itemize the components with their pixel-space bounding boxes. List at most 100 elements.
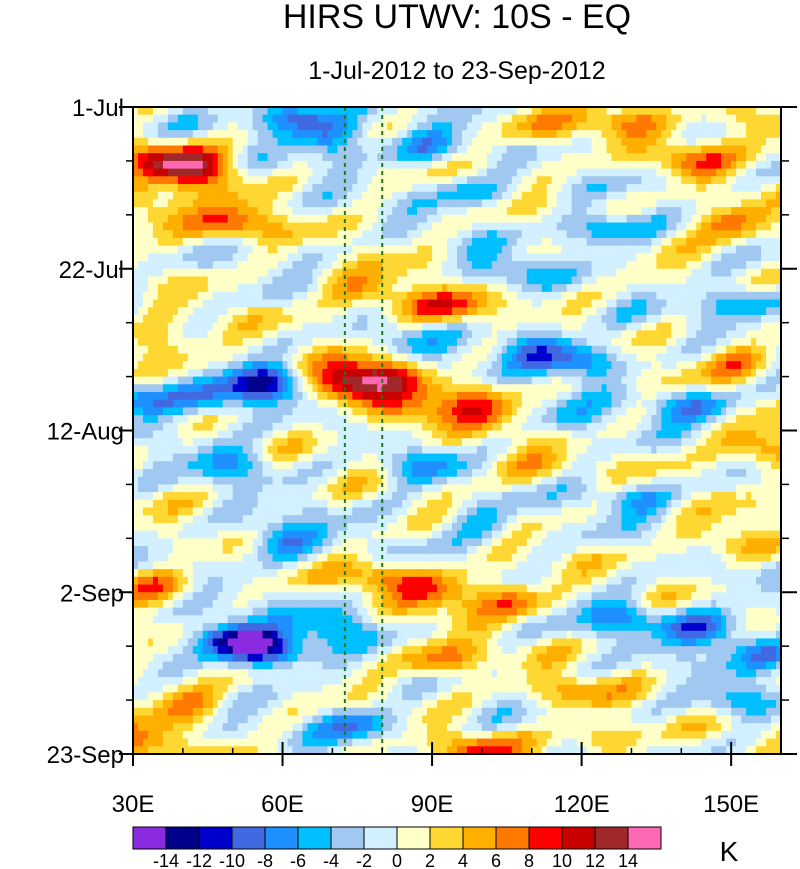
- heatmap-cell: [257, 214, 264, 224]
- heatmap-cell: [412, 122, 418, 131]
- heatmap-cell: [252, 307, 259, 316]
- heatmap-cell: [746, 330, 752, 339]
- heatmap-cell: [496, 253, 503, 262]
- heatmap-cell: [561, 345, 568, 355]
- heatmap-cell: [741, 314, 747, 324]
- heatmap-cell: [521, 291, 528, 301]
- heatmap-cell: [357, 160, 363, 170]
- heatmap-cell: [282, 338, 289, 347]
- heatmap-cell: [526, 214, 533, 224]
- heatmap-cell: [571, 122, 578, 131]
- heatmap-cell: [731, 184, 737, 193]
- heatmap-cell: [292, 237, 299, 247]
- heatmap-cell: [661, 191, 667, 201]
- heatmap-cell: [721, 368, 727, 378]
- heatmap-cell: [322, 230, 328, 239]
- heatmap-cell: [212, 345, 219, 355]
- heatmap-cell: [731, 353, 737, 362]
- heatmap-cell: [182, 376, 189, 385]
- heatmap-cell: [142, 361, 149, 370]
- heatmap-cell: [536, 168, 543, 177]
- heatmap-cell: [133, 122, 139, 131]
- heatmap-cell: [232, 376, 239, 385]
- heatmap-cell: [571, 168, 578, 177]
- heatmap-cell: [422, 368, 428, 378]
- heatmap-cell: [232, 399, 239, 408]
- heatmap-cell: [137, 137, 144, 147]
- heatmap-cell: [681, 176, 687, 185]
- heatmap-cell: [506, 368, 513, 378]
- heatmap-cell: [157, 391, 164, 401]
- heatmap-cell: [746, 307, 752, 316]
- heatmap-cell: [721, 253, 727, 262]
- heatmap-cell: [432, 253, 438, 262]
- heatmap-cell: [387, 160, 393, 170]
- heatmap-cell: [746, 276, 752, 285]
- heatmap-cell: [561, 299, 568, 308]
- heatmap-cell: [751, 261, 757, 270]
- heatmap-cell: [337, 214, 343, 224]
- heatmap-cell: [297, 338, 304, 347]
- heatmap-cell: [706, 361, 712, 370]
- heatmap-cell: [322, 391, 328, 401]
- heatmap-cell: [576, 184, 583, 193]
- heatmap-cell: [262, 376, 269, 385]
- heatmap-cell: [706, 284, 712, 293]
- heatmap-cell: [417, 268, 423, 278]
- heatmap-cell: [437, 253, 443, 262]
- heatmap-cell: [317, 330, 324, 339]
- heatmap-cell: [631, 176, 638, 185]
- heatmap-cell: [417, 168, 423, 177]
- heatmap-cell: [561, 145, 568, 154]
- heatmap-cell: [711, 384, 717, 393]
- heatmap-cell: [142, 284, 149, 293]
- heatmap-cell: [601, 276, 608, 285]
- heatmap-cell: [287, 199, 294, 208]
- heatmap-cell: [397, 307, 403, 316]
- heatmap-cell: [197, 391, 204, 401]
- heatmap-cell: [432, 338, 438, 347]
- heatmap-cell: [442, 384, 448, 393]
- heatmap-cell: [701, 261, 707, 270]
- heatmap-cell: [187, 384, 194, 393]
- heatmap-cell: [491, 207, 498, 216]
- heatmap-cell: [227, 338, 234, 347]
- heatmap-cell: [756, 330, 762, 339]
- heatmap-cell: [596, 338, 603, 347]
- heatmap-cell: [292, 122, 299, 131]
- heatmap-cell: [277, 353, 284, 362]
- heatmap-cell: [591, 176, 598, 185]
- heatmap-cell: [237, 268, 244, 278]
- heatmap-cell: [691, 107, 697, 116]
- heatmap-cell: [716, 153, 722, 162]
- heatmap-cell: [641, 384, 648, 393]
- heatmap-cell: [521, 191, 528, 201]
- heatmap-cell: [656, 384, 662, 393]
- heatmap-cell: [716, 253, 722, 262]
- heatmap-cell: [222, 107, 229, 116]
- heatmap-cell: [327, 361, 333, 370]
- heatmap-cell: [387, 130, 393, 139]
- heatmap-cell: [461, 368, 468, 378]
- heatmap-cell: [227, 361, 234, 370]
- heatmap-cell: [546, 184, 553, 193]
- heatmap-cell: [237, 168, 244, 177]
- heatmap-cell: [332, 145, 338, 154]
- heatmap-cell: [397, 199, 403, 208]
- heatmap-cell: [626, 122, 633, 131]
- heatmap-cell: [761, 253, 767, 262]
- heatmap-cell: [267, 299, 274, 308]
- heatmap-cell: [646, 268, 652, 278]
- heatmap-cell: [741, 230, 747, 239]
- heatmap-cell: [277, 230, 284, 239]
- heatmap-cell: [172, 130, 179, 139]
- heatmap-cell: [157, 222, 164, 231]
- heatmap-cell: [422, 191, 428, 201]
- heatmap-cell: [471, 330, 478, 339]
- heatmap-cell: [696, 230, 702, 239]
- heatmap-cell: [447, 160, 453, 170]
- heatmap-cell: [417, 191, 423, 201]
- heatmap-cell: [536, 184, 543, 193]
- heatmap-cell: [367, 384, 373, 393]
- heatmap-cell: [741, 368, 747, 378]
